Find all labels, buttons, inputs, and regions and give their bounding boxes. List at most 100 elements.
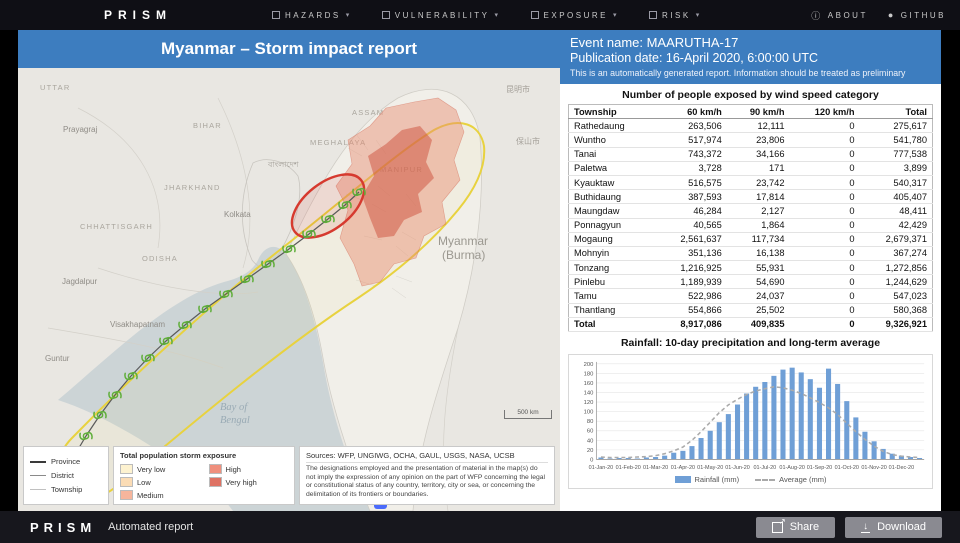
rain-bar — [835, 383, 841, 460]
table-row: Tamu 522,986 24,037 0 547,023 — [568, 288, 933, 304]
average-line-icon — [755, 478, 776, 481]
menu-exposure[interactable]: EXPOSURE ▾ — [530, 11, 620, 20]
exposure-category-label: High — [225, 464, 241, 474]
menu-github[interactable]: ● GITHUB — [888, 9, 946, 22]
legend-rainfall: Rainfall (mm) — [674, 475, 739, 484]
rainfall-chart-title: Rainfall: 10-day precipitation and long-… — [620, 337, 881, 349]
value-cell: 117,734 — [726, 232, 790, 247]
svg-text:0: 0 — [590, 457, 594, 463]
download-icon: ↓ — [861, 520, 871, 533]
svg-text:200: 200 — [584, 362, 595, 368]
storm-map[interactable]: UTTARPrayagrajBIHARASSAMMEGHALAYAMANIPUR… — [18, 68, 560, 511]
rain-bar — [662, 455, 668, 460]
map-label: Prayagraj — [63, 125, 97, 134]
download-button[interactable]: ↓ Download — [845, 516, 942, 538]
table-row: Paletwa 3,728 171 0 3,899 — [568, 161, 933, 176]
table-row: Kyauktaw 516,575 23,742 0 540,317 — [568, 175, 933, 191]
value-cell: 25,502 — [726, 303, 790, 318]
exposure-icon — [530, 11, 539, 19]
table-row: Pinlebu 1,189,939 54,690 0 1,244,629 — [568, 274, 933, 290]
event-name: Event name: MAARUTHA-17 — [570, 35, 739, 50]
map-label: বাংলাদেশ — [267, 160, 299, 169]
value-cell: 547,023 — [859, 288, 933, 304]
svg-text:01-Dec-20: 01-Dec-20 — [889, 465, 914, 471]
map-scale: 500 km — [504, 409, 552, 419]
rain-bar — [607, 458, 613, 460]
menu-hazards[interactable]: HAZARDS ▾ — [272, 11, 352, 20]
chevron-down-icon: ▾ — [613, 12, 620, 19]
value-cell: 1,216,925 — [654, 260, 727, 276]
value-cell: 0 — [789, 189, 860, 205]
map-label: Kolkata — [224, 210, 251, 219]
footer-prism-logo: PRISM — [30, 519, 97, 535]
svg-text:01-Sep-20: 01-Sep-20 — [807, 465, 832, 471]
col-90kmh: 90 km/h — [726, 104, 790, 120]
exposure-swatch-icon — [208, 477, 222, 487]
legend-district: District — [30, 471, 102, 480]
value-cell: 0 — [789, 218, 860, 233]
township-cell: Kyauktaw — [568, 175, 655, 191]
info-icon: ⓘ — [811, 10, 823, 21]
map-label: Guntur — [45, 354, 70, 363]
map-label: ODISHA — [142, 254, 178, 263]
legend-sources: Sources: WFP, UNGIWG, OCHA, GAUL, USGS, … — [299, 446, 555, 505]
exposure-swatch-icon — [120, 477, 133, 487]
province-line-icon — [30, 460, 46, 463]
svg-text:01-Mar-20: 01-Mar-20 — [643, 465, 668, 471]
report-details-section: Event name: MAARUTHA-17 Publication date… — [560, 30, 941, 511]
download-button-label: Download — [877, 521, 926, 533]
value-cell: 55,931 — [726, 260, 790, 276]
exposure-swatch-icon — [120, 490, 133, 500]
township-cell: Paletwa — [568, 161, 655, 176]
legend-province-label: Province — [51, 457, 81, 466]
township-cell: Wuntho — [568, 132, 655, 148]
map-label: JHARKHAND — [164, 183, 221, 192]
legend-province: Province — [30, 457, 102, 466]
exposure-category: Low — [120, 477, 197, 487]
value-cell: 54,690 — [726, 274, 790, 290]
chevron-down-icon: ▾ — [345, 12, 352, 19]
menu-vulnerability[interactable]: VULNERABILITY ▾ — [381, 11, 501, 20]
svg-text:01-Jan-20: 01-Jan-20 — [589, 465, 614, 471]
svg-text:60: 60 — [587, 429, 594, 435]
share-button[interactable]: Share — [755, 516, 836, 538]
table-header-row: Township 60 km/h 90 km/h 120 km/h Total — [568, 104, 933, 120]
map-label: Bengal — [220, 415, 250, 426]
rain-bar — [917, 457, 923, 460]
value-cell: 522,986 — [654, 288, 727, 304]
table-total-row: Total 8,917,086 409,835 0 9,326,921 — [568, 316, 933, 333]
value-cell: 0 — [789, 288, 860, 304]
myanmar-country — [285, 89, 482, 511]
chevron-down-icon: ▾ — [695, 12, 702, 19]
exposure-table-title: Number of people exposed by wind speed c… — [622, 89, 879, 101]
svg-text:140: 140 — [584, 390, 595, 396]
rainfall-chart: 0 20 40 60 80 100 120 140 160 180 200 01-Jan-20 01-F… — [568, 354, 933, 490]
township-cell: Ponnagyun — [568, 218, 655, 233]
legend-district-label: District — [51, 471, 74, 480]
map-label: (Burma) — [442, 248, 485, 262]
share-icon — [771, 517, 786, 533]
value-cell: 16,138 — [726, 246, 790, 262]
table-row: Wuntho 517,974 23,806 0 541,780 — [568, 132, 933, 148]
vulnerability-icon — [381, 11, 390, 19]
value-cell: 777,538 — [859, 147, 933, 162]
report-title-bar: Myanmar – Storm impact report — [18, 30, 560, 68]
rain-bar — [844, 401, 850, 460]
rain-bar — [616, 457, 622, 460]
rain-bar — [889, 453, 895, 460]
sources-text: Sources: WFP, UNGIWG, OCHA, GAUL, USGS, … — [306, 451, 548, 463]
map-label: Myanmar — [438, 234, 488, 248]
township-cell: Rathedaung — [568, 118, 655, 134]
rain-bar — [862, 431, 868, 460]
map-scale-label: 500 km — [517, 409, 539, 416]
bangladesh-outline — [241, 159, 301, 268]
value-cell: 48,411 — [859, 203, 933, 219]
menu-risk[interactable]: RISK ▾ — [649, 11, 702, 20]
exposure-category-label: Low — [137, 477, 151, 487]
menu-about[interactable]: ⓘ ABOUT — [811, 9, 868, 22]
footer-subtitle: Automated report — [108, 521, 194, 533]
legend-exposure: Total population storm exposure Very low… — [113, 446, 295, 505]
value-cell: 2,679,371 — [859, 232, 933, 247]
rain-bar — [707, 430, 713, 460]
